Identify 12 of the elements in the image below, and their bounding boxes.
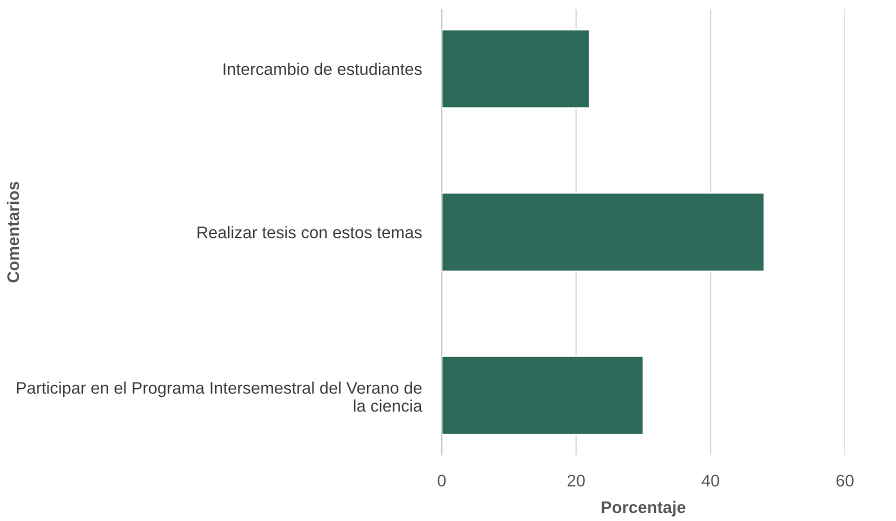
bar xyxy=(442,192,765,272)
y-axis-title: Comentarios xyxy=(6,182,20,282)
x-tick-label: 60 xyxy=(836,474,854,487)
y-tick-label: Intercambio de estudiantes xyxy=(224,62,422,76)
bar xyxy=(442,28,590,109)
x-tick-label: 0 xyxy=(438,474,446,487)
y-tick-label: Realizar tesis con estos temas xyxy=(198,226,422,238)
x-axis-title: Porcentaje xyxy=(602,500,686,516)
x-tick-label: 20 xyxy=(568,474,585,487)
y-tick-label: Participar en el Programa Intersemestral del Verano de la ciencia xyxy=(16,382,422,412)
bar xyxy=(442,356,644,436)
x-tick-label: 40 xyxy=(702,474,720,487)
